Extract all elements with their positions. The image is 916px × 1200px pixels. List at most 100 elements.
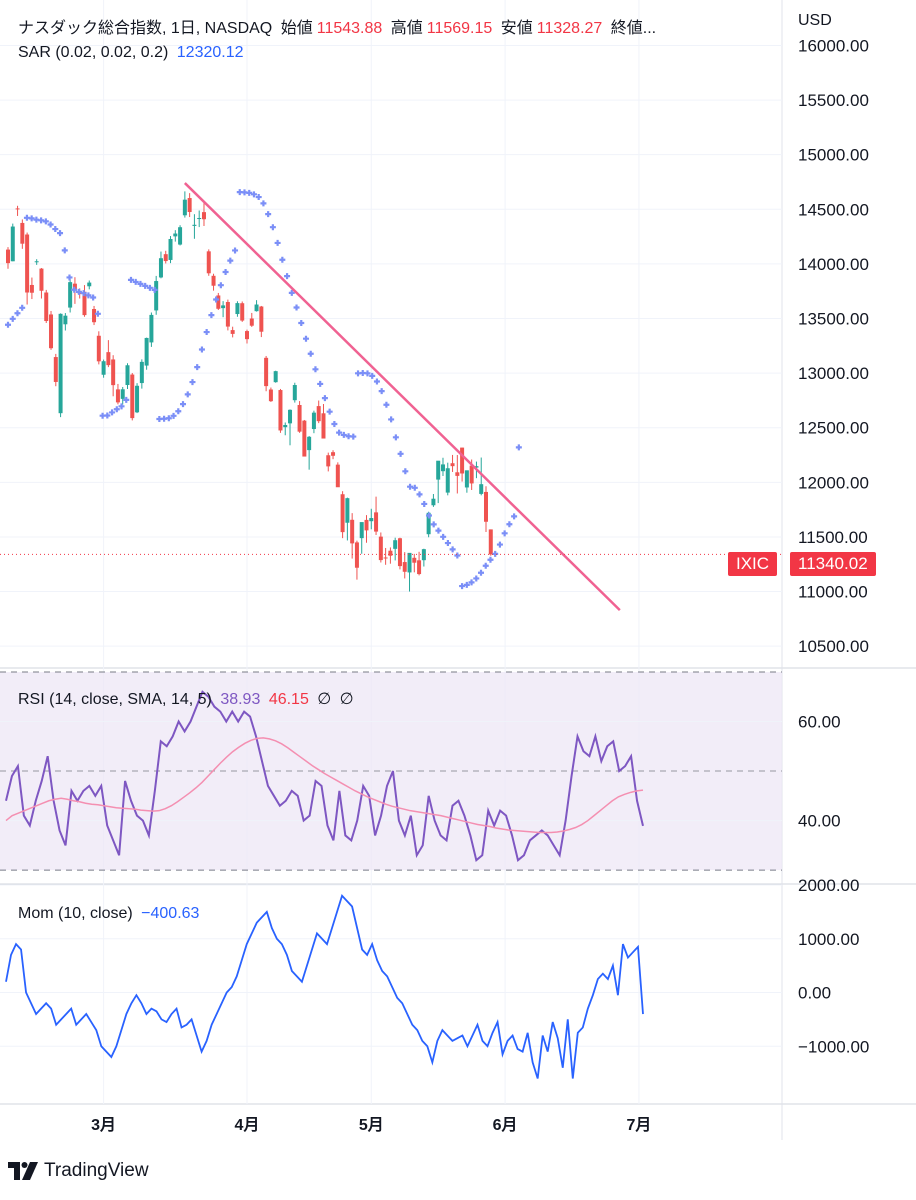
candle-body [82, 291, 87, 316]
sar-point [369, 372, 376, 379]
sar-point [435, 527, 442, 534]
price-tick-label: 12000.00 [798, 473, 869, 492]
candle-body [316, 406, 321, 422]
sar-point [57, 230, 64, 237]
candle-body [92, 309, 97, 323]
sar-point [260, 200, 267, 207]
candle-body [216, 295, 221, 309]
sar-point [321, 395, 328, 402]
sar-point [317, 380, 324, 387]
candle-body [335, 464, 340, 488]
rsi-series-sma [5, 737, 644, 834]
month-label: 7月 [627, 1116, 652, 1134]
sar-point [175, 408, 182, 415]
sar-point [265, 211, 272, 218]
rsi-tick-label: 40.00 [798, 812, 841, 831]
sar-point [113, 406, 120, 413]
candle-body [197, 218, 202, 220]
sar-point [19, 304, 26, 311]
sar-point [444, 540, 451, 547]
candle-body [144, 337, 149, 366]
sar-point [425, 512, 432, 519]
price-tick-label: 15500.00 [798, 91, 869, 110]
candle-body [331, 452, 336, 456]
price-tick-label: 11000.00 [798, 583, 868, 602]
candle-body [221, 305, 226, 309]
candle-body [354, 542, 359, 568]
high-value: 11569.15 [426, 20, 493, 37]
sar-point [198, 346, 205, 353]
sar-point [293, 304, 300, 311]
sar-point [123, 396, 130, 403]
candle-body [431, 498, 436, 506]
sar-point [246, 189, 253, 196]
candle-body [350, 519, 355, 544]
sar-point [312, 366, 319, 373]
candle-body [34, 261, 39, 263]
candle-body [488, 529, 493, 555]
candle-body [474, 466, 479, 468]
sar-point [326, 408, 333, 415]
candle-body [201, 212, 206, 220]
candle-body [440, 464, 445, 472]
candle-body [307, 436, 312, 451]
candle-body [378, 536, 383, 561]
candle-body [297, 405, 302, 432]
sar-point [217, 282, 224, 289]
price-tick-label: 14500.00 [798, 200, 869, 219]
sar-point [288, 289, 295, 296]
sar-point [127, 276, 134, 283]
candle-body [240, 303, 245, 321]
rsi-value: 38.93 [220, 691, 261, 708]
candle-body [192, 224, 197, 226]
mom-tick-label: 0.00 [798, 984, 831, 1003]
sar-point [416, 491, 423, 498]
candle-body [326, 455, 331, 467]
sar-point [397, 450, 404, 457]
candle-body [72, 283, 77, 290]
candle-body [249, 318, 254, 326]
sar-point [383, 401, 390, 408]
candle-body [383, 557, 388, 559]
tradingview-logo[interactable]: TradingView [8, 1160, 149, 1182]
sar-point [440, 533, 447, 540]
mom-header: Mom (10, close) −400.63 [18, 905, 203, 923]
sar-point [473, 575, 480, 582]
candle-body [158, 258, 163, 278]
sar-point [189, 379, 196, 386]
mom-tick-label: −1000.00 [798, 1037, 869, 1056]
month-label: 4月 [235, 1116, 260, 1134]
sar-point [492, 550, 499, 557]
sar-point [104, 412, 111, 419]
candle-body [464, 470, 469, 488]
sar-point [66, 274, 73, 281]
sar-point [71, 286, 78, 293]
candle-body [182, 199, 187, 216]
price-tick-label: 10500.00 [798, 637, 869, 656]
candle-body [283, 424, 288, 428]
candle-body [273, 371, 278, 383]
symbol-tag: IXIC [728, 552, 778, 576]
trend-line [183, 182, 621, 612]
candle-body [58, 313, 63, 414]
sar-point [227, 257, 234, 264]
close-label: 終値... [610, 20, 657, 37]
price-header: ナスダック総合指数, 1日, NASDAQ 始値 11543.88 高値 11569… [18, 14, 660, 38]
sar-point [9, 315, 16, 322]
currency-label: USD [798, 12, 832, 29]
candle-body [321, 413, 326, 439]
rsi-series-rsi [5, 690, 644, 862]
sar-point [137, 280, 144, 287]
sar-point [180, 401, 187, 408]
candle-body [426, 512, 431, 535]
sar-point [364, 370, 371, 377]
price-tick-label: 13500.00 [798, 310, 869, 329]
candle-body [168, 238, 173, 260]
sar-point [449, 546, 456, 553]
candle-body [163, 254, 168, 262]
sar-point [298, 319, 305, 326]
mom-tick-label: 1000.00 [798, 930, 859, 949]
price-tick-label: 13000.00 [798, 364, 869, 383]
candle-body [225, 302, 230, 327]
candle-body [397, 538, 402, 567]
